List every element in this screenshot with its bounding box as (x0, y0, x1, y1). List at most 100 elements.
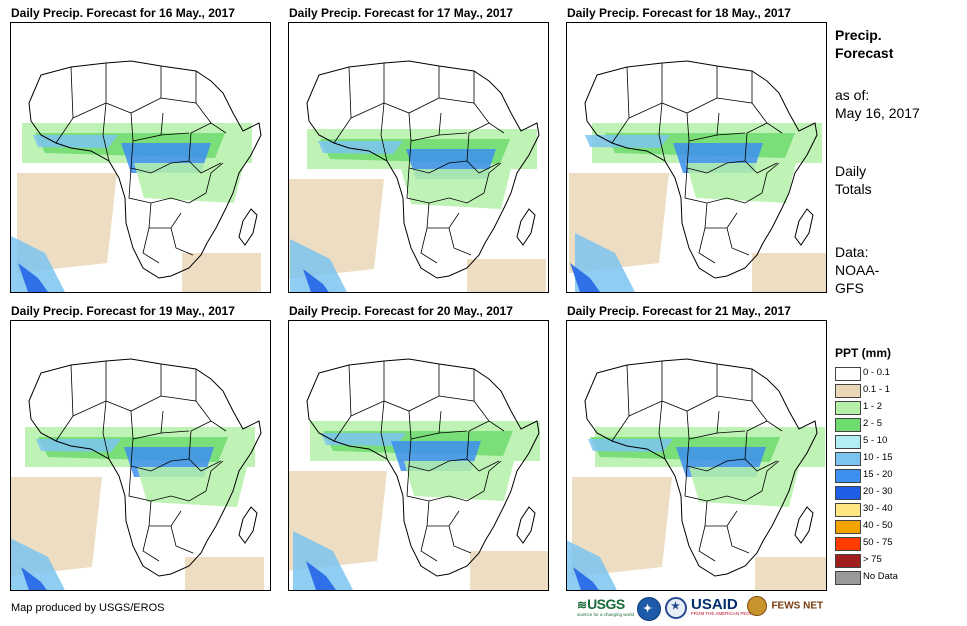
country-border (698, 227, 716, 264)
precip-patch (575, 233, 635, 292)
panel-title: Daily Precip. Forecast for 18 May., 2017 (567, 6, 791, 20)
legend-swatch (835, 452, 861, 466)
precip-field (11, 427, 264, 590)
precip-patch (293, 531, 353, 590)
country-border (188, 122, 212, 162)
precip-patch (572, 477, 672, 577)
country-border (420, 227, 438, 264)
precip-map[interactable] (288, 320, 549, 591)
madagascar-coastline (238, 506, 258, 544)
country-border (128, 167, 207, 204)
madagascar-coastline (794, 208, 814, 246)
sidebar-asof: as of: May 16, 2017 (835, 86, 920, 122)
panel-title: Daily Precip. Forecast for 21 May., 2017 (567, 304, 791, 318)
madagascar-coastline (794, 506, 814, 544)
country-border (142, 525, 160, 562)
country-border (611, 117, 630, 144)
country-border (704, 202, 738, 229)
precip-patch (752, 253, 826, 292)
country-border (684, 465, 763, 502)
precip-patch (689, 467, 799, 507)
country-border (333, 415, 352, 442)
precip-map[interactable] (10, 22, 271, 293)
country-border (128, 465, 207, 502)
country-border (105, 364, 162, 412)
country-border (686, 410, 720, 440)
precip-patch (755, 557, 826, 590)
country-border (761, 162, 780, 194)
fewsnet-logo: FEWS NET (747, 596, 825, 616)
precip-map[interactable] (10, 320, 271, 591)
country-border (102, 102, 110, 162)
legend-label: > 75 (863, 554, 882, 565)
africa-coastline (584, 358, 818, 577)
credit-text: Map produced by USGS/EROS (11, 602, 165, 614)
totals-line: Totals (835, 181, 872, 197)
country-border (55, 415, 74, 442)
precip-patch (290, 239, 347, 292)
country-border (716, 71, 753, 104)
precip-patch (36, 439, 121, 452)
country-border (716, 132, 746, 136)
country-border (483, 460, 502, 492)
country-border (148, 202, 182, 229)
heading-line: Precip. (835, 27, 882, 43)
country-border (408, 112, 442, 142)
legend-swatch (835, 401, 861, 415)
legend-swatch (835, 503, 861, 517)
madagascar-coastline (238, 208, 258, 246)
country-border (626, 63, 663, 119)
country-border (438, 132, 468, 136)
noaa-logo: ✦ (637, 597, 661, 621)
country-border (406, 167, 485, 204)
panel-title: Daily Precip. Forecast for 17 May., 2017 (289, 6, 513, 20)
country-border (698, 525, 716, 562)
country-border (661, 66, 718, 114)
precip-map[interactable] (566, 22, 827, 293)
precip-field (11, 123, 261, 292)
precip-patch (11, 538, 65, 590)
precip-field (289, 129, 546, 292)
data-line: NOAA- (835, 262, 880, 278)
country-border (205, 460, 224, 492)
madagascar-coastline (516, 208, 536, 246)
country-border (380, 102, 388, 162)
heading-line: Forecast (835, 45, 894, 61)
country-border (438, 71, 475, 104)
country-border (658, 102, 666, 162)
country-border (716, 430, 746, 434)
country-border (483, 162, 502, 194)
legend-label: 1 - 2 (863, 401, 883, 412)
country-border (406, 465, 485, 502)
panel-title: Daily Precip. Forecast for 20 May., 2017 (289, 304, 513, 318)
country-border (438, 430, 468, 434)
legend-swatch (835, 520, 861, 534)
panel-title: Daily Precip. Forecast for 16 May., 2017 (11, 6, 235, 20)
precip-field (567, 427, 826, 590)
country-border (383, 66, 440, 114)
country-border (761, 460, 780, 492)
usgs-logo: ≋USGS science for a changing world (577, 596, 635, 617)
country-border (333, 117, 352, 144)
legend-label: 2 - 5 (863, 418, 883, 429)
precip-map[interactable] (288, 22, 549, 293)
sidebar-heading: Precip. Forecast (835, 26, 893, 62)
country-border (130, 112, 164, 142)
seal-icon: ★ (671, 601, 680, 612)
country-border (70, 361, 107, 417)
africa-coastline (306, 60, 540, 279)
country-border (205, 162, 224, 194)
precip-patch (21, 567, 47, 590)
country-border (160, 132, 190, 136)
legend-swatch (835, 418, 861, 432)
legend-label: 0 - 0.1 (863, 367, 890, 378)
legend-swatch (835, 469, 861, 483)
country-border (426, 202, 460, 229)
legend-label: 50 - 75 (863, 537, 893, 548)
legend-swatch (835, 571, 861, 585)
country-border (105, 66, 162, 114)
fewsnet-globe-icon (747, 596, 767, 616)
precip-map[interactable] (566, 320, 827, 591)
country-border (383, 364, 440, 412)
precip-patch (318, 141, 403, 154)
